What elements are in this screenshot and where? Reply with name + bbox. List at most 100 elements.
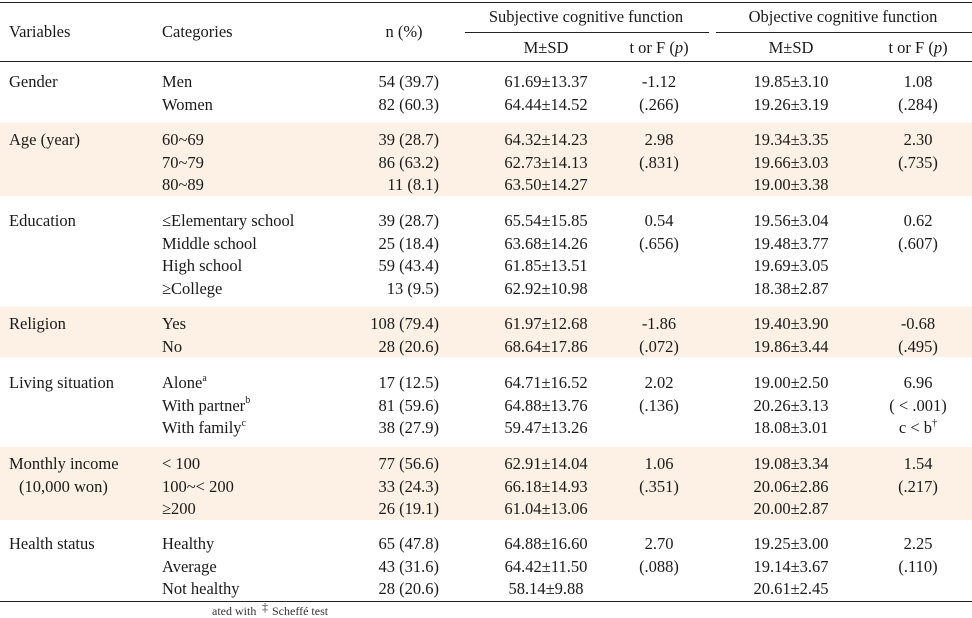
category-label: 70~79: [162, 152, 204, 174]
n-percent-cell: 82 (60.3): [378, 94, 440, 114]
subjective-msd-cell: 66.18±14.93: [504, 476, 588, 496]
objective-msd-cell: 19.34±3.35: [753, 130, 829, 149]
objective-p-value: (.495): [898, 336, 938, 356]
objective-msd-cell: 18.38±2.87: [753, 278, 829, 298]
category-label: Yes: [162, 313, 186, 335]
objective-msd-cell: 19.56±3.04: [753, 211, 829, 230]
shaded-row-band: [0, 447, 972, 520]
subjective-msd-cell: 65.54±15.85: [504, 211, 588, 230]
objective-msd-cell: 19.00±2.50: [753, 373, 829, 392]
objective-msd-cell: 19.00±3.38: [753, 175, 829, 194]
subjective-p-value: (.831): [639, 152, 679, 172]
objective-msd-cell: 19.86±3.44: [753, 336, 829, 356]
footnote-fragment: ated with: [212, 604, 257, 618]
header-bottom-rule: [0, 61, 972, 62]
objective-msd-cell: 19.25±3.00: [753, 534, 829, 553]
subjective-p-value: (.136): [639, 395, 679, 415]
category-label: High school: [162, 255, 242, 277]
category-label: 60~69: [162, 129, 204, 151]
category-label: Men: [162, 71, 192, 93]
subjective-msd-cell: 61.04±13.06: [504, 499, 588, 518]
variable-label: Religion: [9, 314, 66, 333]
shaded-row-band: [0, 123, 972, 196]
objective-p-value: ( < .001): [889, 395, 947, 415]
category-text: Women: [162, 94, 213, 114]
objective-msd-cell: 19.66±3.03: [753, 152, 829, 172]
category-text: Yes: [162, 314, 187, 333]
subjective-p-value: (.088): [639, 556, 679, 576]
objective-msd-cell: 18.08±3.01: [753, 418, 829, 437]
n-percent-cell: 13 (9.5): [386, 278, 439, 298]
category-text: Men: [162, 72, 193, 91]
objective-p-value: (.284): [898, 94, 938, 114]
objective-test-stat: 1.54: [903, 454, 933, 473]
subjective-msd-cell: 64.42±11.50: [504, 556, 588, 576]
n-percent-cell: 65 (47.8): [378, 534, 440, 553]
variable-label: Gender: [9, 72, 58, 91]
n-percent-cell: 17 (12.5): [378, 373, 440, 392]
shaded-row-band: [0, 307, 972, 357]
objective-test-stat: 0.62: [903, 211, 933, 230]
category-text: Alone: [162, 373, 203, 392]
category-text: 100~< 200: [162, 476, 234, 496]
n-percent-cell: 33 (24.3): [378, 476, 440, 496]
objective-test-stat: -0.68: [900, 314, 936, 333]
subjective-msd-cell: 64.88±16.60: [504, 534, 588, 553]
subjective-test-stat: -1.12: [641, 72, 677, 91]
header-variables: Variables: [9, 22, 71, 41]
objective-msd-cell: 20.00±2.87: [753, 499, 829, 518]
category-label: Not healthy: [162, 578, 239, 600]
category-label: Middle school: [162, 233, 257, 255]
variable-label-unit: (10,000 won): [19, 476, 108, 496]
subjective-msd-cell: 61.85±13.51: [504, 256, 588, 275]
category-label: With partnerb: [162, 395, 250, 417]
objective-msd-cell: 20.06±2.86: [753, 476, 829, 496]
posthoc-text: c < b: [898, 418, 933, 437]
n-percent-cell: 11 (8.1): [387, 175, 439, 194]
subjective-msd-cell: 61.69±13.37: [504, 72, 588, 91]
footnote-fragment: ‡: [262, 600, 268, 614]
objective-test-stat: 2.25: [903, 534, 933, 553]
objective-test-stat: 2.30: [903, 130, 933, 149]
subjective-msd-cell: 68.64±17.86: [504, 336, 588, 356]
subjective-test-stat: 2.02: [644, 373, 674, 392]
n-percent-cell: 25 (18.4): [378, 233, 440, 253]
objective-msd-cell: 20.26±3.13: [753, 395, 829, 415]
category-text: < 100: [162, 454, 201, 473]
category-label: Alonea: [162, 372, 207, 394]
variable-label: Health status: [9, 534, 95, 553]
subjective-test-stat: 1.06: [644, 454, 674, 473]
category-text: Healthy: [162, 534, 215, 553]
n-percent-cell: 59 (43.4): [378, 256, 440, 275]
category-label: < 100: [162, 453, 200, 475]
subjective-msd-cell: 64.88±13.76: [504, 395, 588, 415]
objective-p-value: (.110): [898, 556, 938, 576]
category-text: High school: [162, 256, 243, 275]
subjective-test-stat: 0.54: [644, 211, 674, 230]
subjective-msd-cell: 61.97±12.68: [504, 314, 588, 333]
variable-label: Education: [9, 211, 76, 230]
category-text: ≤Elementary school: [162, 211, 295, 230]
bottom-rule: [0, 601, 972, 602]
objective-p-value: (.735): [898, 152, 938, 172]
n-percent-cell: 108 (79.4): [370, 314, 439, 333]
header-msd-objective: M±SD: [768, 38, 814, 57]
p-italic: p: [933, 38, 943, 57]
subjective-msd-cell: 63.50±14.27: [504, 175, 588, 194]
subjective-p-value: (.656): [639, 233, 679, 253]
subjective-msd-cell: 63.68±14.26: [504, 233, 588, 253]
objective-msd-cell: 19.14±3.67: [753, 556, 829, 576]
n-percent-cell: 54 (39.7): [378, 72, 440, 91]
subjective-test-stat: 2.98: [644, 130, 674, 149]
category-label: 100~< 200: [162, 476, 234, 498]
objective-p-value: (.217): [898, 476, 938, 496]
subjective-msd-cell: 59.47±13.26: [504, 418, 588, 437]
posthoc-result: c < b†: [899, 417, 937, 439]
objective-subheader-rule: [716, 32, 972, 33]
category-label: ≤Elementary school: [162, 210, 294, 232]
objective-msd-cell: 19.85±3.10: [753, 72, 829, 91]
subjective-test-stat: 2.70: [644, 534, 674, 553]
objective-msd-cell: 19.69±3.05: [753, 256, 829, 275]
n-percent-cell: 77 (56.6): [378, 454, 440, 473]
subjective-msd-cell: 62.91±14.04: [504, 454, 588, 473]
